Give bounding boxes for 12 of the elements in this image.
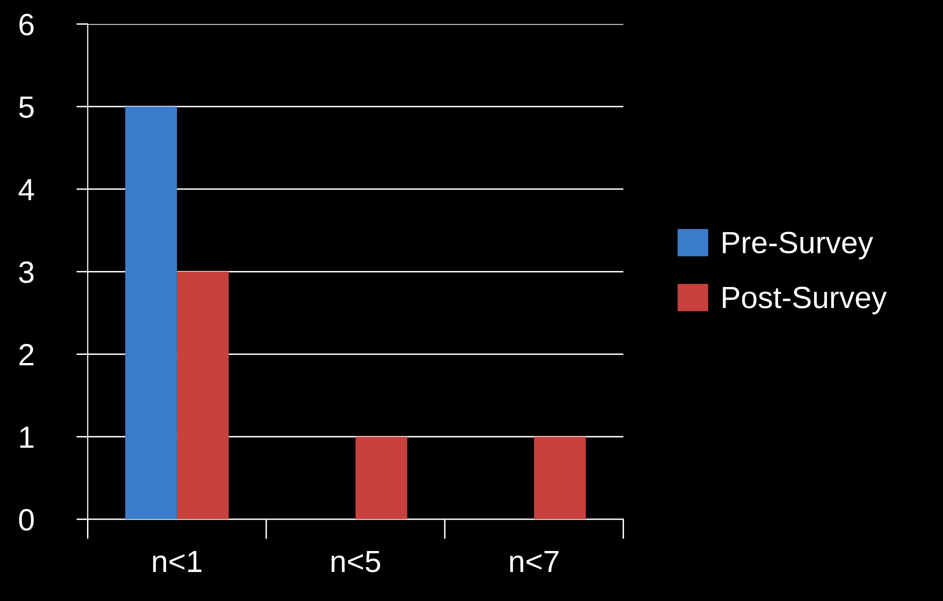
y-tick-label: 0 — [19, 509, 34, 531]
y-tick-label: 1 — [20, 426, 34, 448]
legend-label: Pre-Survey — [722, 232, 874, 260]
y-tick-label: 3 — [19, 261, 34, 284]
legend-label: Post-Survey — [722, 286, 887, 314]
x-tick-label: n<1 — [153, 550, 202, 572]
x-tick-label: n<5 — [332, 550, 380, 572]
y-tick-label: 6 — [19, 14, 34, 36]
x-tick-label: n<7 — [510, 550, 558, 572]
y-tick-label: 5 — [19, 96, 34, 118]
y-tick-label: 4 — [18, 179, 34, 200]
y-tick-label: 2 — [19, 344, 34, 366]
